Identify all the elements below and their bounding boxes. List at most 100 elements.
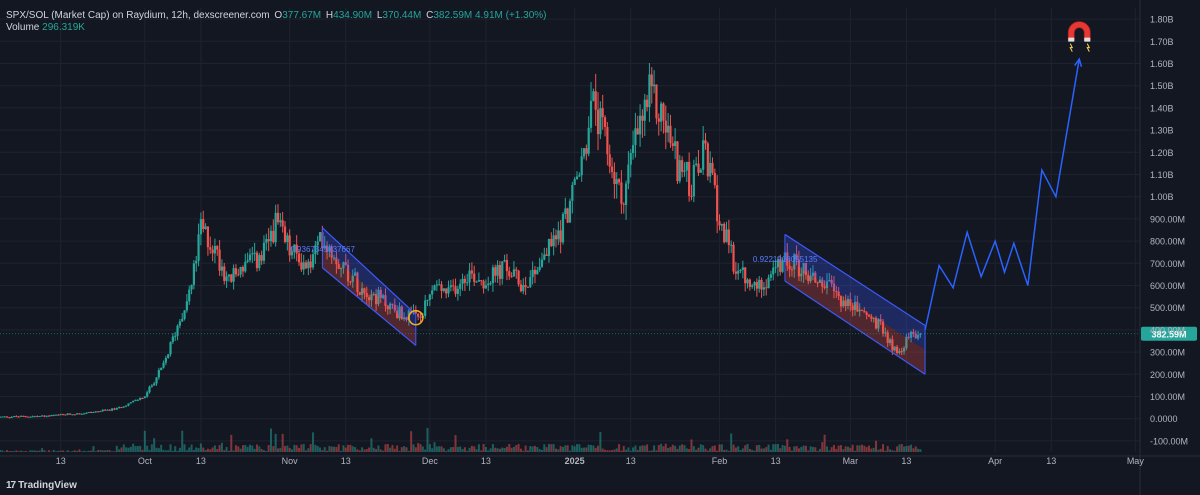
volume-bar bbox=[655, 450, 658, 452]
candle-body bbox=[561, 213, 565, 243]
candle-body bbox=[592, 91, 595, 101]
volume-bar bbox=[671, 444, 674, 452]
volume-bar bbox=[790, 450, 793, 452]
volume-bar bbox=[43, 450, 46, 452]
candle-body bbox=[874, 317, 878, 329]
channel-upper-line[interactable] bbox=[784, 233, 926, 326]
candle-body bbox=[692, 164, 695, 197]
volume-bar bbox=[410, 431, 413, 452]
channel-upper-line[interactable] bbox=[321, 227, 417, 315]
volume-bar bbox=[547, 443, 550, 452]
volume-bar bbox=[113, 451, 116, 452]
volume-bar bbox=[241, 445, 244, 452]
candle-body bbox=[449, 285, 452, 288]
y-tick-label: 800.00M bbox=[1150, 237, 1185, 247]
volume-bar bbox=[760, 448, 763, 452]
candle-body bbox=[536, 270, 539, 275]
candle-body bbox=[818, 279, 822, 283]
volume-bar bbox=[807, 450, 810, 452]
candle-body bbox=[377, 289, 380, 305]
volume-bar bbox=[564, 445, 567, 452]
candle-body bbox=[881, 321, 885, 334]
candle-body bbox=[132, 400, 135, 403]
projection-path[interactable] bbox=[924, 58, 1081, 331]
candle-body bbox=[902, 348, 906, 352]
candle-body bbox=[22, 415, 25, 417]
volume-bar bbox=[755, 445, 758, 452]
candle-body bbox=[669, 125, 672, 144]
candle-body bbox=[676, 141, 679, 182]
volume-bar bbox=[762, 448, 765, 452]
candle-body bbox=[533, 269, 537, 275]
candle-body bbox=[31, 416, 34, 418]
candle-body bbox=[853, 301, 857, 311]
volume-bar bbox=[732, 444, 735, 452]
volume-bar bbox=[606, 450, 609, 452]
volume-bar bbox=[618, 444, 621, 452]
volume-bar bbox=[230, 434, 233, 452]
candle-body bbox=[475, 281, 478, 283]
channel-lower-line[interactable] bbox=[321, 267, 417, 346]
candle-body bbox=[389, 303, 392, 310]
volume-bar bbox=[239, 448, 242, 452]
volume-bar bbox=[162, 449, 165, 452]
candle-body bbox=[496, 264, 499, 276]
candle-body bbox=[223, 266, 226, 281]
volume-bar bbox=[882, 444, 885, 452]
candle-body bbox=[52, 415, 55, 417]
volume-bar bbox=[664, 443, 667, 452]
candle-body bbox=[440, 284, 443, 291]
candle-body bbox=[461, 278, 464, 284]
candle-body bbox=[311, 254, 315, 268]
volume-bar bbox=[185, 450, 188, 452]
candle-body bbox=[36, 416, 39, 418]
y-tick-label: 100.00M bbox=[1150, 392, 1185, 402]
volume-bar bbox=[225, 447, 228, 452]
volume-bar bbox=[846, 446, 849, 452]
volume-bar bbox=[449, 447, 452, 452]
candle-body bbox=[582, 148, 586, 157]
candle-body bbox=[466, 282, 469, 284]
candle-body bbox=[293, 244, 296, 252]
y-tick-label: 1.50B bbox=[1150, 81, 1174, 91]
volume-bar bbox=[115, 445, 118, 452]
candle-body bbox=[501, 261, 504, 279]
candle-body bbox=[199, 219, 203, 235]
volume-bar bbox=[893, 450, 896, 452]
candle-body bbox=[858, 309, 861, 312]
volume-bar bbox=[389, 447, 392, 452]
tradingview-logo[interactable]: 17 TradingView bbox=[6, 480, 77, 491]
candle-body bbox=[526, 286, 530, 288]
candle-body bbox=[606, 126, 609, 155]
volume-bar bbox=[709, 448, 712, 452]
volume-bar bbox=[625, 449, 628, 452]
volume-bar bbox=[190, 444, 193, 452]
candle-body bbox=[281, 220, 284, 227]
volume-bar bbox=[199, 443, 202, 452]
candle-body bbox=[662, 103, 665, 121]
tradingview-logo-mark: 17 bbox=[6, 480, 16, 491]
candle-body bbox=[190, 284, 193, 290]
candle-body bbox=[344, 262, 347, 265]
volume-bar bbox=[657, 445, 660, 452]
volume-bar bbox=[211, 447, 214, 452]
candle-body bbox=[788, 265, 791, 270]
candle-body bbox=[295, 244, 298, 254]
candle-body bbox=[1, 416, 4, 418]
breakout-circle-marker[interactable] bbox=[408, 309, 424, 326]
candle-body bbox=[419, 316, 422, 318]
candle-body bbox=[744, 267, 747, 284]
candle-body bbox=[143, 396, 146, 399]
channel-lower-line[interactable] bbox=[784, 280, 926, 375]
candle-body bbox=[267, 239, 270, 242]
candle-body bbox=[599, 108, 602, 135]
candle-body bbox=[213, 246, 217, 254]
volume-bar bbox=[351, 446, 354, 452]
candle-body bbox=[529, 277, 532, 287]
volume-bar bbox=[725, 449, 728, 452]
volume-bar bbox=[298, 447, 301, 452]
volume-bar bbox=[31, 450, 34, 452]
candle-body bbox=[61, 414, 65, 416]
x-tick-label: Dec bbox=[422, 456, 439, 466]
